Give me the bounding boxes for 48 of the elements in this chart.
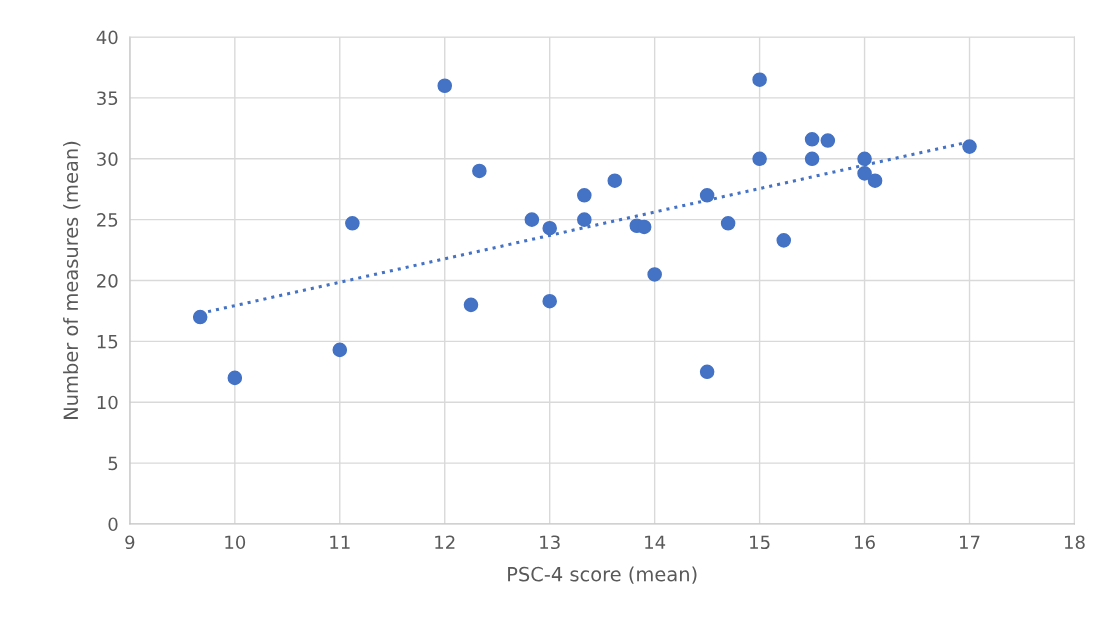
point bbox=[752, 72, 767, 87]
point bbox=[720, 216, 736, 231]
x-tick-label: 10 bbox=[225, 535, 246, 550]
point bbox=[463, 297, 479, 313]
point bbox=[577, 188, 592, 203]
point bbox=[345, 216, 360, 231]
x-tick-label: 13 bbox=[540, 535, 560, 550]
y-tick-label: 40 bbox=[96, 30, 118, 45]
y-tick-label: 35 bbox=[97, 91, 118, 106]
point bbox=[577, 212, 592, 227]
point bbox=[472, 163, 487, 179]
point bbox=[192, 309, 208, 325]
point bbox=[867, 173, 883, 188]
point bbox=[607, 173, 623, 188]
y-axis-title: Number of measures (mean) bbox=[63, 141, 81, 419]
point bbox=[962, 139, 977, 154]
point bbox=[332, 342, 348, 358]
point bbox=[647, 267, 662, 282]
point bbox=[699, 188, 715, 203]
x-tick-label: 12 bbox=[435, 535, 455, 549]
x-tick-label: 15 bbox=[750, 535, 770, 550]
point bbox=[542, 293, 557, 309]
y-tick-label: 30 bbox=[97, 152, 118, 166]
x-tick-label: 9 bbox=[125, 535, 135, 550]
x-tick-label: 18 bbox=[1064, 535, 1085, 550]
y-tick-label: 15 bbox=[97, 335, 118, 349]
y-tick-label: 0 bbox=[108, 517, 118, 532]
point bbox=[524, 212, 540, 227]
point bbox=[227, 370, 243, 386]
x-tick-label: 17 bbox=[960, 535, 980, 549]
x-axis-title: PSC-4 score (mean) bbox=[508, 566, 697, 584]
point bbox=[752, 151, 767, 167]
point bbox=[804, 151, 820, 167]
point bbox=[857, 166, 872, 181]
point bbox=[699, 364, 715, 380]
point bbox=[542, 220, 557, 236]
point bbox=[776, 233, 792, 248]
x-tick-label: 11 bbox=[330, 535, 350, 549]
y-tick-label: 20 bbox=[97, 273, 118, 288]
point bbox=[804, 132, 820, 147]
y-tick-label: 5 bbox=[108, 456, 118, 471]
point bbox=[437, 78, 453, 94]
point bbox=[820, 133, 836, 148]
y-tick-label: 25 bbox=[97, 213, 118, 227]
x-tick-label: 14 bbox=[645, 535, 666, 549]
x-tick-label: 16 bbox=[855, 535, 875, 550]
point bbox=[857, 151, 872, 167]
y-tick-label: 10 bbox=[97, 395, 118, 410]
